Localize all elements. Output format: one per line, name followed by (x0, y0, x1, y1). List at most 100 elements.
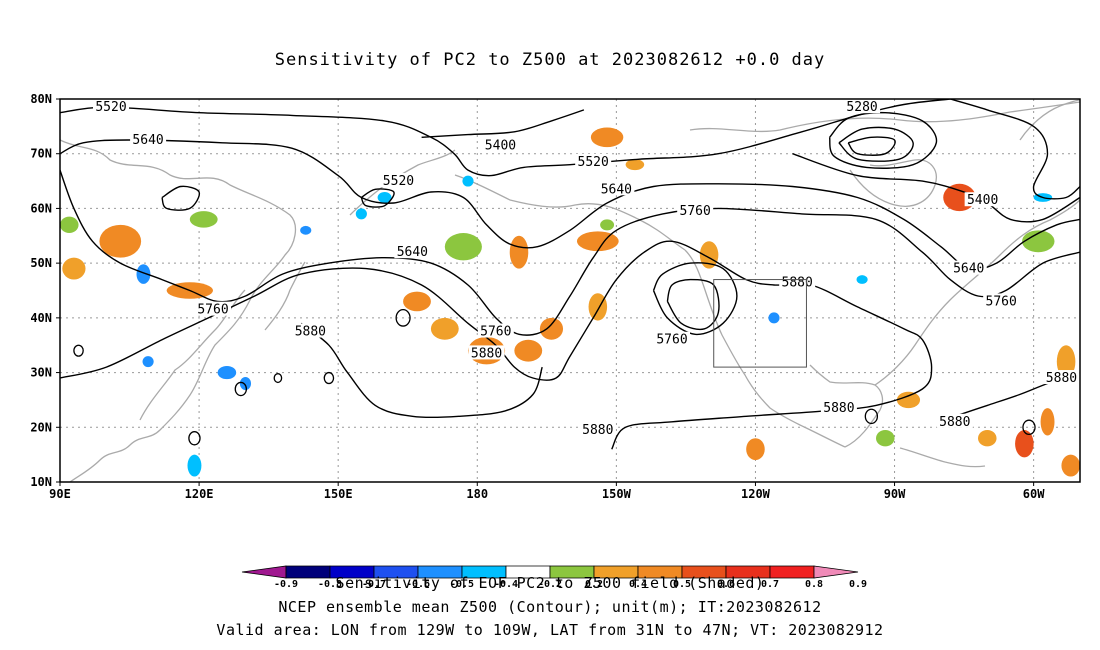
contour-label: 5880 (471, 346, 502, 361)
sensitivity-patch (1040, 408, 1055, 436)
contour-label-bg (820, 400, 857, 415)
contour-label: 5640 (601, 182, 632, 197)
sensitivity-patch (355, 208, 367, 220)
sensitivity-patch (1056, 345, 1076, 379)
contour-label-bg (598, 181, 635, 196)
sensitivity-patch (896, 391, 921, 409)
colorbar-tick-label: 0.5 (673, 579, 691, 590)
contour-label-bg (195, 301, 231, 316)
graticule (60, 99, 1080, 482)
sensitivity-patch (444, 233, 482, 261)
coastline-north-america-west (684, 249, 846, 448)
lat-tick-label: 60N (30, 201, 52, 215)
contour-label-bg (468, 345, 505, 360)
sensitivity-patch (142, 356, 154, 368)
sensitivity-patch (1015, 430, 1034, 458)
contour-5880 (300, 322, 543, 419)
map-frame (59, 98, 1081, 483)
lat-tick-label: 40N (30, 311, 52, 325)
sensitivity-patch (576, 231, 619, 252)
contour-label-bg (575, 153, 612, 168)
contour-label: 5880 (582, 423, 613, 438)
sensitivity-patch (62, 257, 86, 280)
sensitivity-patch (625, 159, 645, 171)
contour-label-bg (1043, 370, 1080, 385)
coastline-greenland (1019, 99, 1080, 141)
coastline-east-us (874, 199, 1080, 386)
lon-tick-label: 60W (1023, 487, 1045, 501)
contour-label-bg (394, 244, 431, 259)
colorbar-tick-label: -0.4 (494, 579, 518, 590)
contour-label-bg (93, 99, 129, 114)
sensitivity-patch (539, 317, 564, 340)
contour-label: 5640 (397, 245, 428, 260)
contour-label: 5640 (132, 133, 163, 148)
sensitivity-patch (1022, 230, 1055, 253)
coastline-asia (60, 139, 297, 482)
small-closed-contour (273, 373, 283, 384)
sensitivity-patch (600, 219, 615, 231)
sensitivity-patch (590, 127, 624, 148)
sensitivity-patch (856, 275, 868, 284)
contour-label-bg (579, 422, 616, 437)
contour-label: 5760 (680, 204, 711, 219)
colorbar-tick-label: -0.9 (274, 579, 298, 590)
contour-labels: 5520 5640 5400 5280 5520 5520 5640 5760 5400 5640… (93, 99, 1080, 438)
sensitivity-patch (217, 366, 237, 380)
contour-5820 (666, 278, 720, 331)
contour-label: 5640 (953, 262, 984, 277)
contour-5880 (60, 240, 933, 450)
contour-label-bg (936, 413, 973, 428)
contour-5340 (838, 126, 914, 162)
lon-tick-label: 150E (324, 487, 353, 501)
sensitivity-patch (978, 430, 997, 447)
sensitivity-patch (509, 235, 529, 269)
coastline-canada-north (689, 101, 1080, 133)
small-closed-contour (188, 431, 201, 446)
footer-valid-area: Valid area: LON from 129W to 109W, LAT f… (216, 621, 884, 639)
contour-label-bg (950, 260, 987, 275)
contour-label: 5520 (383, 174, 414, 189)
sensitivity-patch (768, 312, 780, 324)
contour-5580 (360, 188, 395, 208)
colorbar-tick-label: -0.7 (362, 579, 386, 590)
sensitivity-patch (588, 293, 608, 321)
colorbar-tick-label: 0.4 (629, 579, 647, 590)
contour-label-bg (482, 137, 519, 152)
coastline-hudson-bay (849, 159, 937, 207)
coastline-japan (264, 261, 306, 331)
colorbar-tick-label: -0.2 (538, 579, 562, 590)
lon-tick-label: 120W (741, 487, 771, 501)
contour-label-bg (964, 192, 1001, 207)
small-closed-contour (73, 344, 84, 357)
sensitivity-patch (189, 211, 218, 228)
contour-5280 (828, 111, 938, 169)
valid-area-box (713, 279, 807, 368)
small-closed-contour (1022, 419, 1036, 436)
z500-contours (60, 99, 1080, 450)
colorbar-title: Sensitivity of EOF PC2 to Z500 field (Sh… (335, 574, 765, 592)
footer-contour-info: NCEP ensemble mean Z500 (Contour); unit(… (278, 598, 822, 616)
lat-tick-label: 20N (30, 420, 52, 434)
contour-5520 (60, 99, 951, 177)
sensitivity-patch (514, 339, 543, 362)
contour-label-bg (130, 132, 167, 147)
contour-label-bg (477, 323, 514, 338)
contour-label-bg (844, 99, 881, 114)
colorbar-tick-label: -0.8 (318, 579, 342, 590)
small-closed-contour (234, 381, 248, 397)
colorbar-tick-label: 0.8 (805, 579, 823, 590)
contour-label: 5760 (656, 333, 687, 348)
lat-tick-label: 70N (30, 147, 52, 161)
sensitivity-patch (403, 291, 431, 312)
small-closed-contour (323, 371, 335, 385)
contour-label-bg (380, 173, 417, 188)
contour-label: 5520 (578, 155, 609, 170)
sensitivity-patch (430, 317, 459, 340)
sensitivity-patch (60, 216, 79, 234)
lon-tick-label: 90W (884, 487, 906, 501)
contour-5640 (161, 185, 201, 211)
colorbar-tick-label: -0.6 (406, 579, 430, 590)
